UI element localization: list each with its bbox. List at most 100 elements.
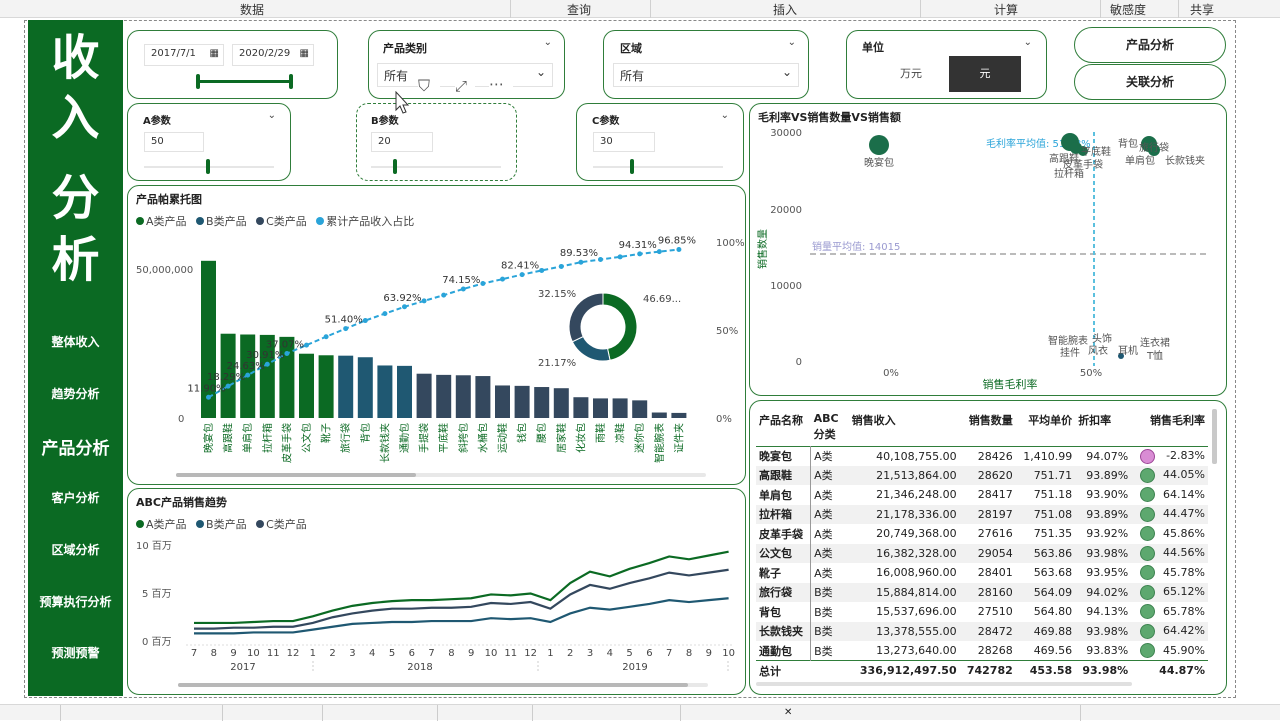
more-options-icon[interactable]: ⋯ — [489, 75, 513, 95]
pareto-bar — [671, 412, 687, 418]
table-row[interactable]: 通勤包 B类 13,273,640.00 28268 469.56 93.83% 45.90… — [756, 641, 1208, 661]
table-row[interactable]: 晚宴包 A类 40,108,755.00 28426 1,410.99 94.07% -2.… — [756, 446, 1208, 466]
abc-trend-title: ABC产品销售趋势 — [136, 496, 227, 509]
date-range-end-handle[interactable] — [289, 74, 293, 89]
trend-scrollbar[interactable] — [178, 683, 708, 687]
sidebar-item-trend[interactable]: 趋势分析 — [51, 387, 100, 401]
unit-option-wan[interactable]: 万元 — [900, 67, 922, 80]
table-row[interactable]: 高跟鞋 A类 21,513,864.00 28620 751.71 93.89% 44.05… — [756, 465, 1208, 485]
sidebar-item-customer[interactable]: 客户分析 — [51, 491, 100, 505]
ribbon-insert[interactable]: 插入 — [773, 3, 798, 17]
unit-option-yuan[interactable]: 元 — [949, 56, 1021, 92]
trend-month-label: 9 — [706, 648, 712, 659]
chevron-down-icon[interactable]: ⌄ — [267, 110, 276, 121]
chevron-down-icon: ⌄ — [535, 65, 546, 79]
ribbon-data[interactable]: 数据 — [240, 3, 265, 17]
table-row[interactable]: 旅行袋 B类 15,884,814.00 28160 564.09 94.02% 65.12… — [756, 582, 1208, 602]
ribbon-share[interactable]: 共享 — [1190, 3, 1215, 17]
trend-month-label: 1 — [310, 648, 316, 659]
margin-ok-icon — [1140, 545, 1155, 561]
pareto-x-label: 皮革手袋 — [280, 423, 293, 463]
param-a-input[interactable]: 50 — [144, 132, 204, 152]
sidebar-item-budget[interactable]: 预算执行分析 — [39, 595, 112, 609]
table-row[interactable]: 拉杆箱 A类 21,178,336.00 28197 751.08 93.89% 44.47… — [756, 504, 1208, 524]
chevron-down-icon[interactable]: ⌄ — [720, 110, 729, 121]
cell-abc: A类 — [810, 446, 849, 466]
table-row[interactable]: 长款钱夹 B类 13,378,555.00 28472 469.88 93.98% 64.4… — [756, 621, 1208, 641]
pareto-x-label: 单肩包 — [241, 423, 254, 453]
pareto-bar — [534, 387, 550, 418]
table-row[interactable]: 公文包 A类 16,382,328.00 29054 563.86 93.98% 44.56… — [756, 543, 1208, 563]
pareto-cumulative-point — [284, 350, 290, 356]
sidebar-item-overall[interactable]: 整体收入 — [51, 335, 100, 349]
chevron-down-icon[interactable]: ⌄ — [787, 37, 796, 48]
trend-month-label: 8 — [448, 648, 454, 659]
trend-month-label: 1 — [547, 648, 553, 659]
end-date-input[interactable]: 2020/2/29 ▦ — [232, 44, 314, 66]
cell-abc: A类 — [810, 485, 849, 505]
related-analysis-button[interactable]: 关联分析 — [1074, 64, 1226, 100]
pareto-bar — [495, 385, 510, 418]
chevron-down-icon[interactable]: ⌄ — [1023, 37, 1032, 48]
close-icon[interactable]: ✕ — [784, 707, 793, 718]
table-row[interactable]: 单肩包 A类 21,346,248.00 28417 751.18 93.90% 64.14… — [756, 485, 1208, 505]
cell-qty: 28426 — [977, 449, 1013, 463]
trend-month-label: 6 — [409, 648, 415, 659]
param-b-input[interactable]: 20 — [371, 132, 433, 152]
trend-month-label: 7 — [666, 648, 672, 659]
scatter-y-tick: 10000 — [770, 281, 802, 292]
pareto-y2-tick-0: 0% — [716, 414, 732, 425]
margin-value: 44.47% — [1163, 507, 1205, 521]
scatter-point-label: 旅行袋 — [1139, 141, 1169, 154]
param-c-input[interactable]: 30 — [593, 132, 655, 152]
trend-legend-c: C类产品 — [266, 518, 307, 531]
trend-line — [194, 597, 729, 635]
pareto-cumulative-point — [637, 251, 643, 257]
pareto-pct-label: 37.07% — [266, 339, 304, 350]
sidebar-item-region[interactable]: 区域分析 — [51, 543, 100, 557]
focus-mode-icon[interactable]: ⤢ — [455, 77, 475, 97]
abc-trend-chart: 10 百万5 百万0 百万7 8 9 10 11 12 1 2 3 4 5 6 7 8 9 10 11 12 1 2 3… — [136, 540, 735, 673]
cell-price: 751.35 — [1033, 527, 1073, 541]
cell-price: 751.08 — [1015, 504, 1076, 524]
table-header-row: 产品名称 ABC分类 销售收入 销售数量 平均单价 折扣率 销售毛利率 — [756, 408, 1208, 446]
pareto-scrollbar[interactable] — [176, 473, 706, 477]
calendar-icon[interactable]: ▦ — [299, 48, 309, 59]
param-c-handle[interactable] — [630, 159, 634, 174]
total-qty: 742782 — [959, 660, 1016, 680]
pareto-x-label: 平底鞋 — [437, 423, 450, 453]
pareto-card: 产品帕累托图 A类产品 B类产品 C类产品 累计产品收入占比 50,000,00… — [127, 185, 746, 485]
cell-price: 469.88 — [1015, 621, 1076, 641]
cell-margin: 44.56% — [1131, 543, 1208, 563]
start-date-input[interactable]: 2017/7/1 ▦ — [144, 44, 224, 66]
pareto-cumulative-point — [460, 286, 466, 292]
chevron-down-icon[interactable]: ⌄ — [543, 37, 552, 48]
param-b-handle[interactable] — [393, 159, 397, 174]
pareto-bar — [436, 374, 452, 418]
region-dropdown[interactable]: 所有 ⌄ — [613, 63, 799, 87]
sidebar-item-product[interactable]: 产品分析 — [41, 439, 110, 459]
cell-revenue: 21,513,864.00 — [848, 465, 960, 485]
table-row[interactable]: 背包 B类 15,537,696.00 27510 564.80 94.13% 65.78% — [756, 602, 1208, 622]
param-a-handle[interactable] — [206, 159, 210, 174]
table-row[interactable]: 靴子 A类 16,008,960.00 28401 563.68 93.95% 45.78% — [756, 563, 1208, 583]
table-h-scrollbar[interactable] — [756, 682, 1132, 686]
cell-margin: 45.78% — [1131, 563, 1208, 583]
table-scrollbar[interactable] — [1212, 409, 1217, 464]
sidebar-item-forecast[interactable]: 预测预警 — [51, 646, 100, 660]
calendar-icon[interactable]: ▦ — [209, 48, 219, 59]
ribbon-query[interactable]: 查询 — [567, 3, 592, 17]
pareto-cumulative-point — [264, 361, 270, 367]
product-analysis-button[interactable]: 产品分析 — [1074, 27, 1226, 63]
pareto-cumulative-point — [656, 249, 662, 255]
margin-ok-icon — [1140, 643, 1155, 658]
cell-price: 751.18 — [1033, 488, 1073, 502]
pareto-cumulative-point — [382, 311, 388, 317]
date-range-start-handle[interactable] — [196, 74, 200, 89]
ribbon-calc[interactable]: 计算 — [994, 3, 1019, 17]
filter-icon[interactable]: ⛉ — [418, 76, 440, 98]
param-c-value: 30 — [600, 136, 613, 147]
pareto-bar — [299, 353, 314, 418]
ribbon-sensitivity[interactable]: 敏感度 — [1110, 3, 1147, 17]
table-row[interactable]: 皮革手袋 A类 20,749,368.00 27616 751.35 93.92% 45.8… — [756, 524, 1208, 544]
